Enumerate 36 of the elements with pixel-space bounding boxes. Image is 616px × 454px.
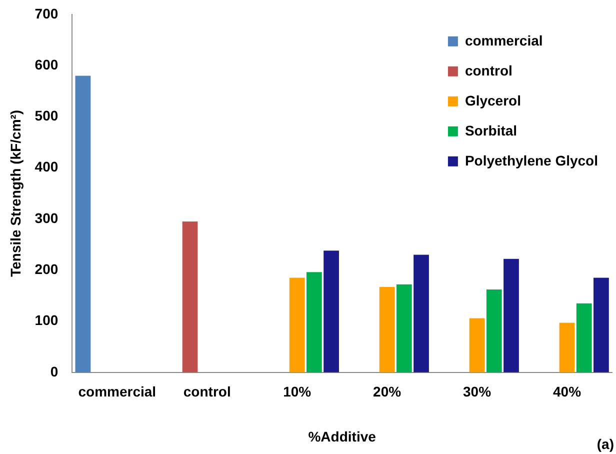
y-tick-label: 500 xyxy=(34,108,58,124)
y-tick-label: 600 xyxy=(34,56,58,72)
legend-label: Glycerol xyxy=(464,92,521,108)
bar xyxy=(379,286,395,372)
x-tick-label: 40% xyxy=(553,384,582,400)
x-tick-label: control xyxy=(183,384,231,400)
y-tick-label: 100 xyxy=(34,312,58,328)
bar xyxy=(396,284,412,372)
bar xyxy=(576,303,592,372)
bar xyxy=(414,254,429,372)
y-axis-title: Tensile Strength (kF/cm²) xyxy=(7,110,24,277)
legend-label: Polyethylene Glycol xyxy=(464,152,598,168)
bar xyxy=(469,318,485,372)
x-tick-label: 30% xyxy=(463,384,492,400)
x-tick-label: 10% xyxy=(283,384,312,400)
legend-label: commercial xyxy=(464,32,543,48)
bar xyxy=(594,278,609,372)
bar xyxy=(289,278,305,372)
bar xyxy=(182,222,198,372)
bar xyxy=(486,290,502,372)
x-tick-label: 20% xyxy=(373,384,402,400)
legend-label: control xyxy=(464,62,512,78)
bar xyxy=(306,272,322,372)
text: (a) xyxy=(596,436,614,452)
bar xyxy=(324,250,339,372)
x-axis-title: %Additive xyxy=(308,428,376,444)
x-tick-label: commercial xyxy=(78,384,156,400)
legend-label: Sorbital xyxy=(464,122,518,138)
y-tick-label: 200 xyxy=(34,260,58,277)
bar xyxy=(504,258,519,372)
bar xyxy=(75,76,91,372)
y-tick-label: 700 xyxy=(34,5,58,22)
y-tick-label: 0 xyxy=(50,363,58,380)
y-tick-label: 300 xyxy=(34,210,58,226)
y-tick-label: 400 xyxy=(34,158,58,175)
bar xyxy=(559,322,575,372)
